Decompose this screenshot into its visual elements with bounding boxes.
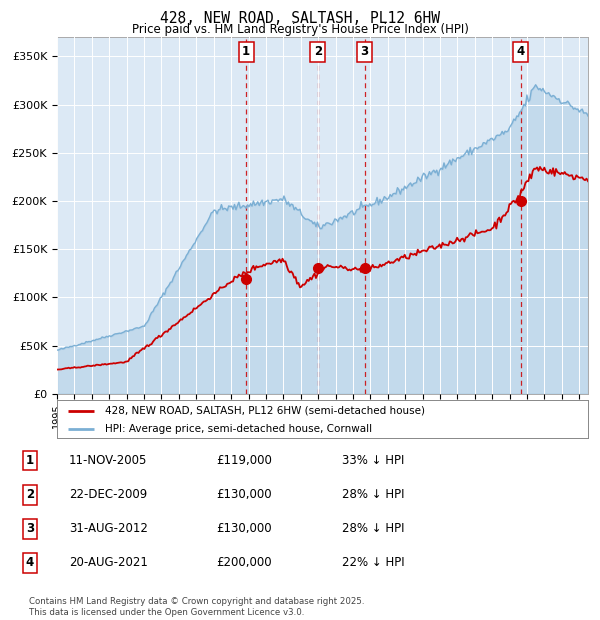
Text: 3: 3 — [361, 45, 368, 58]
Text: Price paid vs. HM Land Registry's House Price Index (HPI): Price paid vs. HM Land Registry's House … — [131, 23, 469, 36]
Text: 428, NEW ROAD, SALTASH, PL12 6HW (semi-detached house): 428, NEW ROAD, SALTASH, PL12 6HW (semi-d… — [105, 405, 425, 415]
Text: £200,000: £200,000 — [216, 557, 272, 569]
Text: 22-DEC-2009: 22-DEC-2009 — [69, 489, 147, 501]
Text: £119,000: £119,000 — [216, 454, 272, 467]
Text: £130,000: £130,000 — [216, 523, 272, 535]
Text: 1: 1 — [242, 45, 250, 58]
Text: 28% ↓ HPI: 28% ↓ HPI — [342, 523, 404, 535]
Text: 4: 4 — [26, 557, 34, 569]
Text: 31-AUG-2012: 31-AUG-2012 — [69, 523, 148, 535]
Text: 3: 3 — [26, 523, 34, 535]
Text: 4: 4 — [517, 45, 525, 58]
Text: 33% ↓ HPI: 33% ↓ HPI — [342, 454, 404, 467]
Text: 2: 2 — [26, 489, 34, 501]
Text: Contains HM Land Registry data © Crown copyright and database right 2025.
This d: Contains HM Land Registry data © Crown c… — [29, 598, 364, 617]
Text: 22% ↓ HPI: 22% ↓ HPI — [342, 557, 404, 569]
Text: 428, NEW ROAD, SALTASH, PL12 6HW: 428, NEW ROAD, SALTASH, PL12 6HW — [160, 11, 440, 26]
Text: 28% ↓ HPI: 28% ↓ HPI — [342, 489, 404, 501]
Text: 2: 2 — [314, 45, 322, 58]
Text: HPI: Average price, semi-detached house, Cornwall: HPI: Average price, semi-detached house,… — [105, 423, 372, 434]
Text: 1: 1 — [26, 454, 34, 467]
Text: 11-NOV-2005: 11-NOV-2005 — [69, 454, 148, 467]
Text: £130,000: £130,000 — [216, 489, 272, 501]
Text: 20-AUG-2021: 20-AUG-2021 — [69, 557, 148, 569]
